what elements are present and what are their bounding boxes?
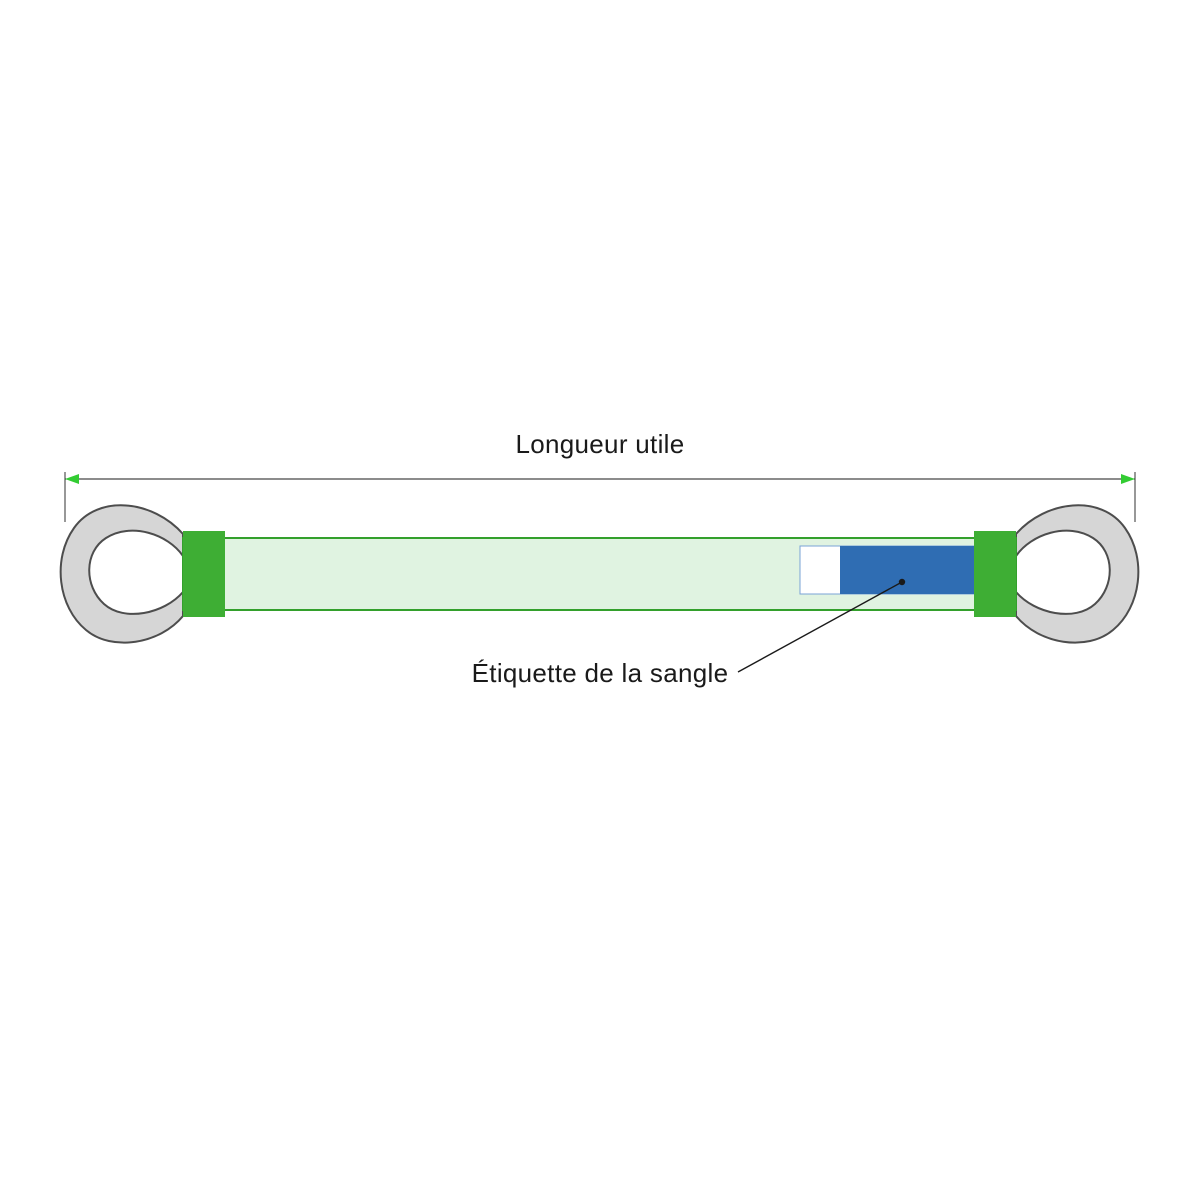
tag-leader-dot bbox=[899, 579, 905, 585]
sleeve-left bbox=[183, 531, 225, 617]
d-ring-right bbox=[1016, 505, 1138, 642]
tag-label-fill bbox=[840, 546, 974, 594]
dim-arrow-left bbox=[65, 474, 79, 484]
sleeve-right bbox=[974, 531, 1016, 617]
dim-arrow-right bbox=[1121, 474, 1135, 484]
d-ring-left bbox=[61, 505, 183, 642]
tag-label-text: Étiquette de la sangle bbox=[472, 658, 729, 688]
length-label: Longueur utile bbox=[516, 429, 685, 459]
sling-diagram: Longueur utile Étiquette de la sangle bbox=[0, 0, 1200, 1200]
